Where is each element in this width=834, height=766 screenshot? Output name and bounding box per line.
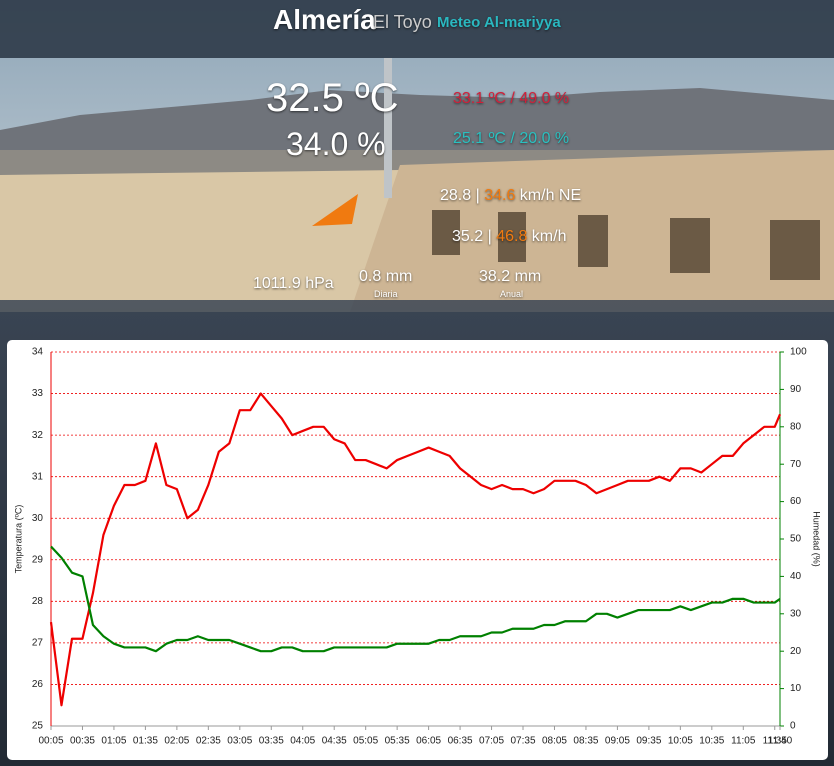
y-tick-label: 33: [32, 388, 44, 399]
x-tick-label: 09:05: [605, 736, 630, 747]
rain-year-label: Anual: [500, 289, 524, 299]
y-axis-label: Temperatura (ºC): [13, 505, 23, 574]
x-tick-label: 01:05: [101, 736, 126, 747]
y2-tick-label: 90: [790, 384, 802, 395]
y-tick-label: 32: [32, 430, 44, 441]
city: Almería: [273, 4, 376, 35]
rain-day: 0.8 mm: [359, 268, 413, 285]
min-values: 25.1 ºC / 20.0 %: [453, 130, 570, 147]
x-tick-label: 00:05: [38, 736, 63, 747]
x-tick-label: 02:05: [164, 736, 189, 747]
wind-max-speed: 35.2 |: [452, 228, 492, 245]
humidity: 34.0 %: [286, 126, 386, 162]
x-tick-label: 11:35: [763, 736, 788, 747]
y-tick-label: 27: [32, 638, 44, 649]
x-tick-label: 04:35: [322, 736, 347, 747]
x-tick-label: 10:35: [699, 736, 724, 747]
series-line: [50, 545, 781, 653]
x-tick-label: 00:35: [70, 736, 95, 747]
x-tick-label: 07:05: [479, 736, 504, 747]
x-tick-label: 11:05: [731, 736, 756, 747]
y2-tick-label: 0: [790, 721, 796, 732]
y2-axis-label: Humedad (%): [812, 511, 822, 567]
wind: 28.8 | 34.6 km/h NE: [440, 187, 581, 205]
y-tick-label: 29: [32, 554, 44, 565]
x-tick-label: 05:05: [353, 736, 378, 747]
y-tick-label: 30: [32, 513, 44, 524]
temperature: 32.5 ºC: [266, 76, 399, 120]
y-tick-label: 31: [32, 471, 44, 482]
y2-tick-label: 100: [790, 347, 807, 358]
x-tick-label: 08:35: [573, 736, 598, 747]
max-values: 33.1 ºC / 49.0 %: [453, 90, 570, 107]
y2-tick-label: 70: [790, 459, 802, 470]
y2-tick-label: 60: [790, 496, 802, 507]
wind-max: 35.2 | 46.8 km/h: [452, 228, 566, 246]
x-tick-label: 03:05: [227, 736, 252, 747]
x-tick-label: 06:35: [448, 736, 473, 747]
wind-max-gust: 46.8: [496, 228, 528, 245]
y-tick-label: 26: [32, 679, 44, 690]
site: Meteo Al-mariyya: [437, 14, 561, 31]
x-tick-label: 06:05: [416, 736, 441, 747]
wind-gust: 34.6: [484, 187, 516, 204]
series-line: [49, 392, 782, 707]
x-tick-label: 03:35: [259, 736, 284, 747]
x-tick-label: 02:35: [196, 736, 221, 747]
y-tick-label: 34: [32, 347, 44, 358]
x-tick-label: 04:05: [290, 736, 315, 747]
rain-day-label: Diaria: [374, 289, 398, 299]
x-tick-label: 08:05: [542, 736, 567, 747]
y2-tick-label: 80: [790, 421, 802, 432]
x-tick-label: 10:05: [668, 736, 693, 747]
x-tick-label: 07:35: [510, 736, 535, 747]
x-tick-label: 09:35: [636, 736, 661, 747]
y2-tick-label: 30: [790, 608, 802, 619]
x-tick-label: 01:35: [133, 736, 158, 747]
place: El Toyo: [373, 12, 432, 32]
x-tick-label: 11:40: [768, 736, 793, 747]
y2-tick-label: 50: [790, 534, 802, 545]
pressure: 1011.9 hPa: [253, 275, 334, 292]
y2-tick-label: 10: [790, 683, 802, 694]
y-tick-label: 25: [32, 721, 44, 732]
y2-tick-label: 20: [790, 646, 802, 657]
y-tick-label: 28: [32, 596, 44, 607]
y2-tick-label: 40: [790, 571, 802, 582]
x-tick-label: 05:35: [385, 736, 410, 747]
wind-unit: km/h NE: [519, 187, 582, 204]
wind-speed: 28.8 |: [440, 187, 480, 204]
wind-max-unit: km/h: [531, 228, 567, 245]
rain-year: 38.2 mm: [479, 268, 542, 285]
